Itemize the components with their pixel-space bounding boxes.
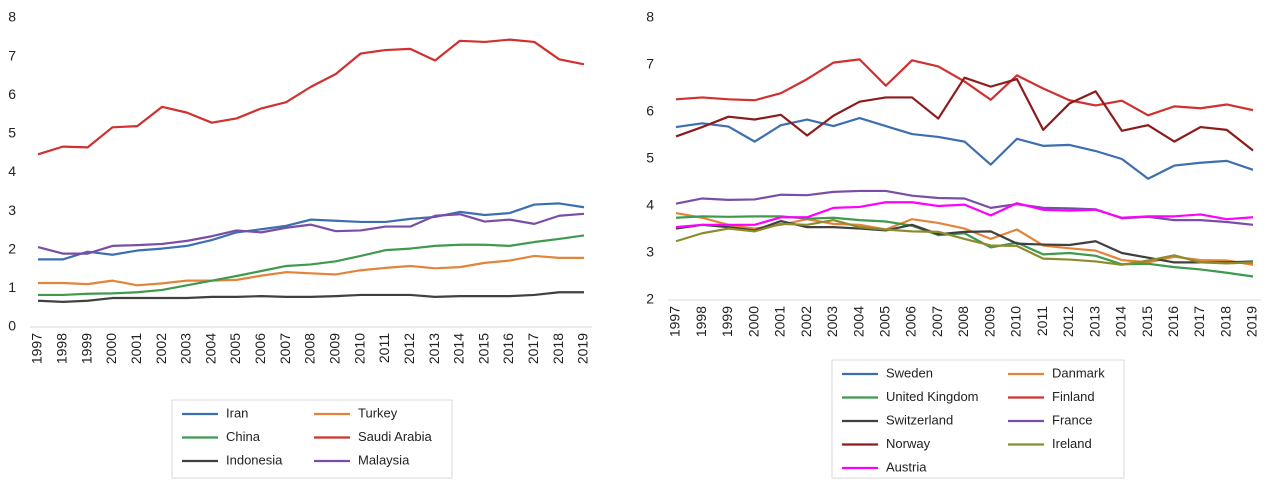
series-line <box>675 76 1254 152</box>
x-tick-label: 2018 <box>1217 306 1233 337</box>
chart: 2 3 4 5 6 7 8 1997 1998 1999 2000 2001 2002 2003 2004 2… <box>646 9 1261 479</box>
series-line <box>38 202 585 261</box>
x-tick-label: 2012 <box>401 333 417 364</box>
legend-label: Iran <box>226 405 248 420</box>
y-tick-label: 7 <box>646 56 654 72</box>
x-tick-label: 2018 <box>550 333 566 364</box>
x-tick-label: 2005 <box>877 306 893 337</box>
legend-label: Indonesia <box>226 452 283 467</box>
x-tick-label: 2003 <box>178 333 194 364</box>
y-tick-label: 7 <box>8 47 16 63</box>
legend-box <box>171 399 453 479</box>
legend-label: Sweden <box>886 365 933 380</box>
x-tick-label: 2010 <box>351 333 367 364</box>
x-tick-label: 2004 <box>202 333 218 364</box>
legend-label: China <box>226 429 261 444</box>
y-tick-label: 8 <box>646 9 654 25</box>
legend-label: Finland <box>1052 389 1095 404</box>
x-tick-label: 2013 <box>426 333 442 364</box>
legend-label: Austria <box>886 459 927 474</box>
legend-label: Danmark <box>1052 365 1105 380</box>
legend-label: Saudi Arabia <box>358 429 432 444</box>
y-tick-label: 5 <box>8 125 16 141</box>
x-tick-label: 2011 <box>1034 306 1050 336</box>
x-tick-label: 2016 <box>1165 306 1181 337</box>
legend-label: United Kingdom <box>886 389 979 404</box>
y-tick-label: 2 <box>646 291 654 307</box>
x-tick-label: 1997 <box>667 306 683 337</box>
series-line <box>38 234 585 297</box>
x-tick-label: 2019 <box>575 333 591 364</box>
legend-label: Turkey <box>358 405 398 420</box>
x-tick-label: 2017 <box>1191 306 1207 337</box>
x-tick-label: 2007 <box>929 306 945 337</box>
legend-label: Ireland <box>1052 436 1092 451</box>
y-tick-label: 3 <box>646 244 654 260</box>
series-line <box>37 38 585 156</box>
x-tick-label: 2006 <box>252 333 268 364</box>
legend: Iran Turkey China Saudi Arabia Indonesia Mala… <box>171 399 453 479</box>
x-tick-label: 1998 <box>693 306 709 337</box>
x-tick-label: 2000 <box>103 333 119 364</box>
series-line <box>675 117 1254 180</box>
series-line <box>675 219 1254 266</box>
series-line <box>38 254 584 287</box>
x-tick-label: 2012 <box>1060 306 1076 337</box>
x-tick-label: 2008 <box>302 333 318 364</box>
series-line <box>675 215 1254 278</box>
y-tick-label: 4 <box>8 163 16 179</box>
y-tick-label: 3 <box>8 202 16 218</box>
x-tick-label: 1997 <box>29 333 45 364</box>
legend-label: France <box>1052 412 1092 427</box>
legend-label: Switzerland <box>886 412 953 427</box>
y-tick-label: 0 <box>8 318 16 334</box>
x-tick-label: 2016 <box>500 333 516 364</box>
y-tick-label: 6 <box>646 103 654 119</box>
y-tick-label: 5 <box>646 150 654 166</box>
x-tick-label: 2002 <box>153 333 169 364</box>
y-tick-label: 4 <box>646 197 654 213</box>
legend-label: Malaysia <box>358 452 410 467</box>
x-tick-label: 1999 <box>719 306 735 337</box>
x-tick-label: 2014 <box>1113 306 1129 337</box>
x-tick-label: 2015 <box>1139 306 1155 337</box>
x-tick-label: 2005 <box>227 333 243 364</box>
x-tick-label: 2010 <box>1008 306 1024 337</box>
x-tick-label: 2015 <box>475 333 491 364</box>
chart: 0 1 2 3 4 5 6 7 8 1997 1998 1999 2000 2001 2002 2003 200… <box>8 9 592 479</box>
legend: Sweden Danmark United Kingdom Finland Switze… <box>831 359 1125 479</box>
legend-label: Norway <box>886 436 931 451</box>
x-tick-label: 2009 <box>981 306 997 337</box>
series-line <box>675 189 1254 226</box>
x-tick-label: 2003 <box>824 306 840 337</box>
series-line <box>675 201 1254 229</box>
series-line <box>37 212 585 255</box>
y-tick-label: 6 <box>8 86 16 102</box>
x-tick-label: 2017 <box>525 333 541 364</box>
x-tick-label: 2008 <box>955 306 971 337</box>
x-tick-label: 2011 <box>376 333 392 363</box>
x-tick-label: 2002 <box>798 306 814 337</box>
y-tick-label: 1 <box>8 279 16 295</box>
x-tick-label: 2013 <box>1086 306 1102 337</box>
y-tick-label: 2 <box>8 240 16 256</box>
x-tick-label: 2014 <box>451 333 467 364</box>
x-tick-label: 1998 <box>54 333 70 364</box>
x-tick-label: 2019 <box>1244 306 1260 337</box>
legend-box <box>831 359 1125 479</box>
series-line <box>675 58 1254 117</box>
x-tick-label: 2000 <box>745 306 761 337</box>
x-tick-label: 2006 <box>903 306 919 337</box>
x-tick-label: 2007 <box>277 333 293 364</box>
x-tick-label: 2004 <box>850 306 866 337</box>
x-tick-label: 2001 <box>128 333 144 364</box>
x-tick-label: 2001 <box>772 306 788 337</box>
x-tick-label: 2009 <box>327 333 343 364</box>
x-tick-label: 1999 <box>78 333 94 364</box>
y-tick-label: 8 <box>8 9 16 25</box>
series-line <box>37 291 584 303</box>
